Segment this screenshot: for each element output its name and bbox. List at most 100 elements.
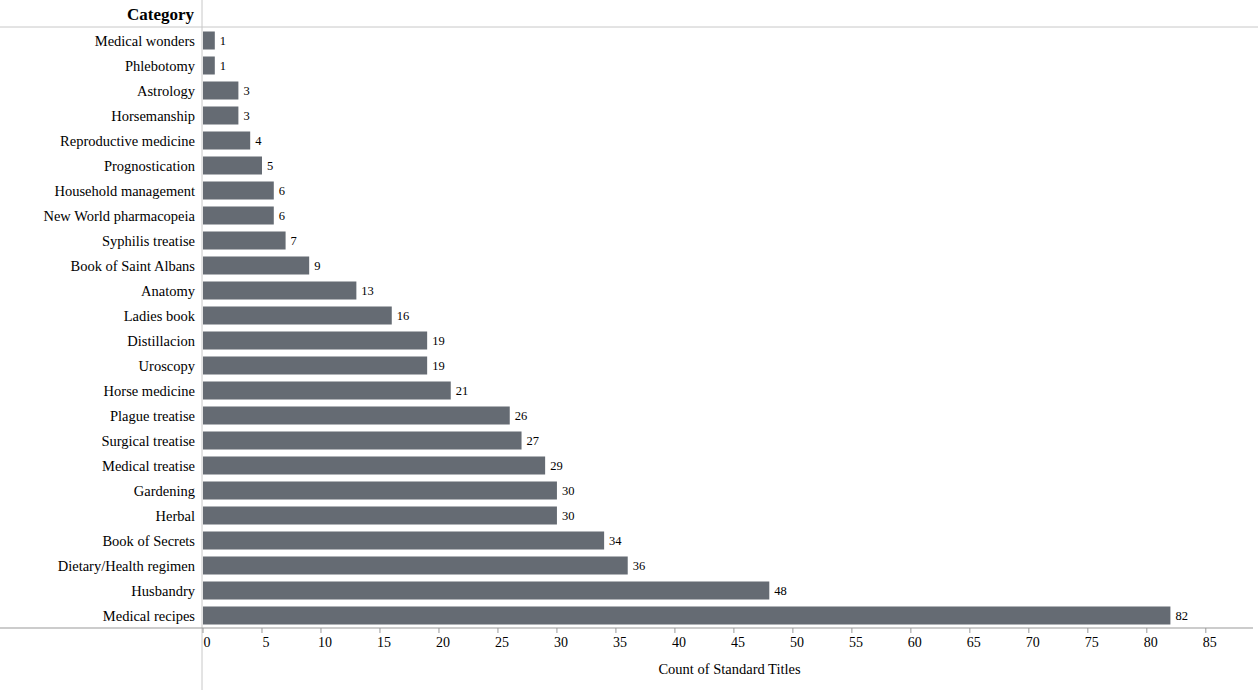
category-label: Medical recipes [103,608,196,624]
data-label: 21 [456,384,469,398]
bar [203,257,309,275]
x-tick [1028,628,1029,633]
x-tick [969,628,970,633]
x-tick-label: 55 [849,635,863,650]
x-tick [497,628,498,633]
data-label: 30 [562,484,575,498]
x-tick [379,628,380,633]
category-label: Medical wonders [95,33,196,49]
x-tick [261,628,262,633]
data-label: 19 [432,334,445,348]
data-label: 5 [267,159,273,173]
bar [203,182,274,200]
x-tick-label: 10 [318,635,332,650]
x-tick-label: 75 [1085,635,1099,650]
x-axis-line [0,628,1253,629]
category-label: Household management [54,183,195,199]
data-label: 13 [361,284,374,298]
bar [203,407,510,425]
data-label: 30 [562,509,575,523]
category-label: Husbandry [131,583,195,599]
x-tick-label: 45 [731,635,745,650]
data-label: 3 [243,109,249,123]
bar [203,557,628,575]
x-tick [792,628,793,633]
category-label: Plague treatise [110,408,195,424]
category-label: Book of Saint Albans [71,258,196,274]
bar [203,382,451,400]
chart-svg: CategoryMedical wonders1Phlebotomy1Astro… [0,0,1258,690]
bars [203,32,1170,625]
category-label: Syphilis treatise [102,233,195,249]
x-tick-label: 30 [554,635,568,650]
bar [203,232,286,250]
x-tick-label: 50 [790,635,804,650]
x-tick [1087,628,1088,633]
data-label: 26 [515,409,528,423]
bar [203,207,274,225]
data-label: 16 [397,309,410,323]
chart-container: CategoryMedical wonders1Phlebotomy1Astro… [0,0,1258,690]
data-label: 19 [432,359,445,373]
x-tick [733,628,734,633]
category-label: New World pharmacopeia [43,208,195,224]
category-label: Gardening [134,483,195,499]
bar [203,507,557,525]
y-axis-title: Category [127,5,195,24]
data-label: 34 [609,534,622,548]
category-label: Uroscopy [139,358,196,374]
data-label: 29 [550,459,563,473]
x-tick-label: 15 [377,635,391,650]
bar [203,82,238,100]
bar [203,482,557,500]
category-label: Anatomy [141,283,196,299]
category-label: Phlebotomy [125,58,196,74]
bar [203,432,522,450]
category-label: Distillacion [127,333,195,349]
x-tick-label: 25 [495,635,509,650]
bar [203,57,215,75]
category-label: Dietary/Health regimen [58,558,196,574]
x-tick [320,628,321,633]
x-tick [910,628,911,633]
x-tick-label: 70 [1026,635,1040,650]
data-label: 6 [279,209,285,223]
category-label: Book of Secrets [102,533,195,549]
bar [203,582,769,600]
data-label: 27 [527,434,540,448]
x-axis-title: Count of Standard Titles [658,661,801,677]
bar [203,107,238,125]
bar [203,532,604,550]
bar [203,332,427,350]
data-label: 3 [243,84,249,98]
data-label: 9 [314,259,320,273]
x-tick [556,628,557,633]
category-label: Medical treatise [102,458,195,474]
bar [203,357,427,375]
x-tick-label: 80 [1144,635,1158,650]
category-label: Reproductive medicine [60,133,195,149]
x-tick-label: 85 [1203,635,1217,650]
data-label: 7 [291,234,297,248]
category-label: Horsemanship [111,108,195,124]
data-label: 4 [255,134,262,148]
x-tick-label: 5 [262,635,269,650]
x-tick [851,628,852,633]
bar [203,307,392,325]
header-rule [0,27,1258,28]
category-label: Herbal [156,508,195,524]
data-label: 36 [633,559,646,573]
category-label: Horse medicine [104,383,195,399]
x-tick-label: 0 [204,635,211,650]
bar [203,457,545,475]
bar [203,607,1170,625]
x-tick-label: 60 [908,635,922,650]
category-label: Prognostication [104,158,196,174]
bar [203,282,356,300]
category-divider [202,0,203,690]
category-label: Ladies book [124,308,196,324]
bar [203,32,215,50]
data-label: 1 [220,34,226,48]
x-tick [1205,628,1206,633]
data-label: 48 [774,584,787,598]
